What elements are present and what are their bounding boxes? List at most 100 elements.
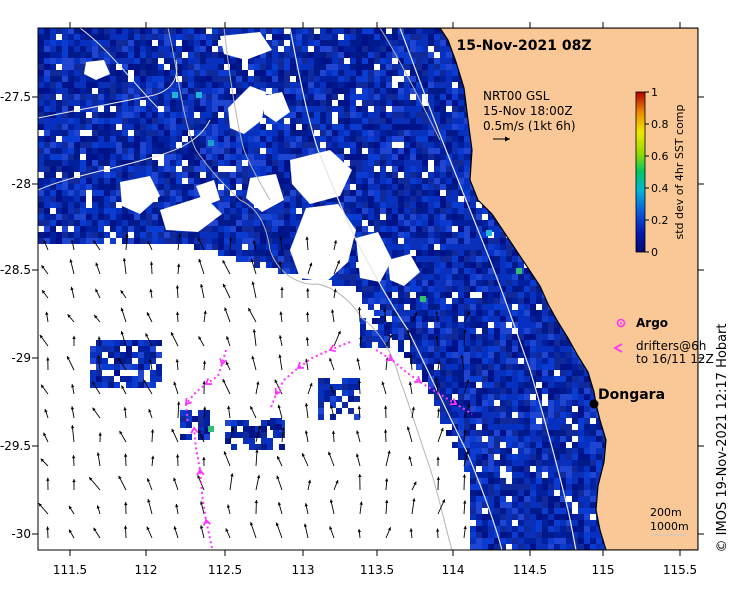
sst-cell — [458, 388, 464, 394]
sst-cell — [434, 232, 440, 238]
sst-cell — [386, 154, 392, 160]
sst-cell — [536, 448, 542, 454]
sst-cell — [548, 490, 554, 496]
sst-cell — [572, 460, 578, 466]
sst-cell — [176, 46, 182, 52]
sst-cell — [524, 538, 530, 544]
sst-cell — [410, 208, 416, 214]
sst-cell — [320, 70, 326, 76]
sst-cell — [422, 238, 428, 244]
sst-cell — [140, 136, 146, 142]
sst-cell — [512, 430, 518, 436]
sst-cell — [278, 178, 284, 184]
sst-cell — [458, 250, 464, 256]
sst-cell — [524, 370, 530, 376]
sst-cell — [488, 484, 494, 490]
sst-cell — [128, 136, 134, 142]
sst-cell — [368, 124, 374, 130]
sst-cell — [386, 238, 392, 244]
sst-cell — [470, 454, 476, 460]
sst-cell — [482, 544, 488, 550]
sst-cell — [446, 136, 452, 142]
sst-cell — [530, 508, 536, 514]
sst-cell — [524, 520, 530, 526]
sst-cell — [512, 370, 518, 376]
sst-cell — [272, 208, 278, 214]
sst-cell — [279, 432, 285, 438]
sst-cell — [386, 226, 392, 232]
sst-cell — [536, 442, 542, 448]
sst-cell — [56, 196, 62, 202]
sst-cell — [360, 342, 366, 348]
sst-cell — [362, 40, 368, 46]
sst-cell — [596, 454, 602, 460]
sst-cell — [230, 220, 236, 226]
sst-cell — [350, 274, 356, 280]
sst-cell — [392, 88, 398, 94]
sst-cell — [524, 346, 530, 352]
sst-cell — [584, 430, 590, 436]
sst-cell — [318, 408, 324, 414]
sst-cell — [434, 226, 440, 232]
sst-cell — [488, 220, 494, 226]
sst-cell — [158, 184, 164, 190]
sst-cell — [188, 64, 194, 70]
sst-cell — [458, 226, 464, 232]
sst-cell — [398, 130, 404, 136]
sst-cell — [422, 82, 428, 88]
sst-cell — [224, 232, 230, 238]
sst-cell — [284, 196, 290, 202]
sst-cell — [452, 310, 458, 316]
sst-cell — [50, 40, 56, 46]
sst-cell — [272, 82, 278, 88]
sst-cell — [164, 184, 170, 190]
sst-cell — [62, 28, 68, 34]
sst-cell — [470, 250, 476, 256]
sst-cell — [458, 334, 464, 340]
sst-cell — [506, 400, 512, 406]
sst-cell — [188, 184, 194, 190]
colorbar-tick-label: 0.2 — [651, 214, 669, 227]
sst-cell — [440, 40, 446, 46]
sst-cell — [230, 136, 236, 142]
sst-cell — [428, 286, 434, 292]
sst-cell — [182, 76, 188, 82]
sst-cell — [488, 478, 494, 484]
sst-cell — [482, 382, 488, 388]
sst-cell — [416, 46, 422, 52]
sst-cell — [572, 466, 578, 472]
sst-cell — [320, 52, 326, 58]
sst-cell — [116, 130, 122, 136]
sst-cell — [494, 232, 500, 238]
sst-cell — [74, 148, 80, 154]
sst-cell — [512, 544, 518, 550]
sst-cell — [554, 484, 560, 490]
sst-cell — [398, 292, 404, 298]
sst-cell — [290, 196, 296, 202]
sst-cell — [44, 208, 50, 214]
sst-cell — [92, 112, 98, 118]
sst-cell — [170, 178, 176, 184]
sst-cell — [506, 340, 512, 346]
sst-cell — [542, 364, 548, 370]
sst-cell — [536, 430, 542, 436]
sst-cell — [398, 286, 404, 292]
sst-cell — [338, 28, 344, 34]
sst-cell — [146, 34, 152, 40]
sst-cell — [584, 544, 590, 550]
sst-cell — [98, 202, 104, 208]
sst-cell — [236, 202, 242, 208]
sst-cell — [74, 52, 80, 58]
sst-cell — [278, 64, 284, 70]
sst-cell — [260, 58, 266, 64]
sst-cell — [500, 412, 506, 418]
sst-cell — [428, 340, 434, 346]
sst-cell — [530, 514, 536, 520]
sst-cell — [134, 88, 140, 94]
sst-cell — [170, 130, 176, 136]
sst-cell — [243, 438, 249, 444]
sst-cell — [74, 28, 80, 34]
sst-cell — [446, 352, 452, 358]
sst-cell — [416, 106, 422, 112]
sst-cell — [164, 106, 170, 112]
